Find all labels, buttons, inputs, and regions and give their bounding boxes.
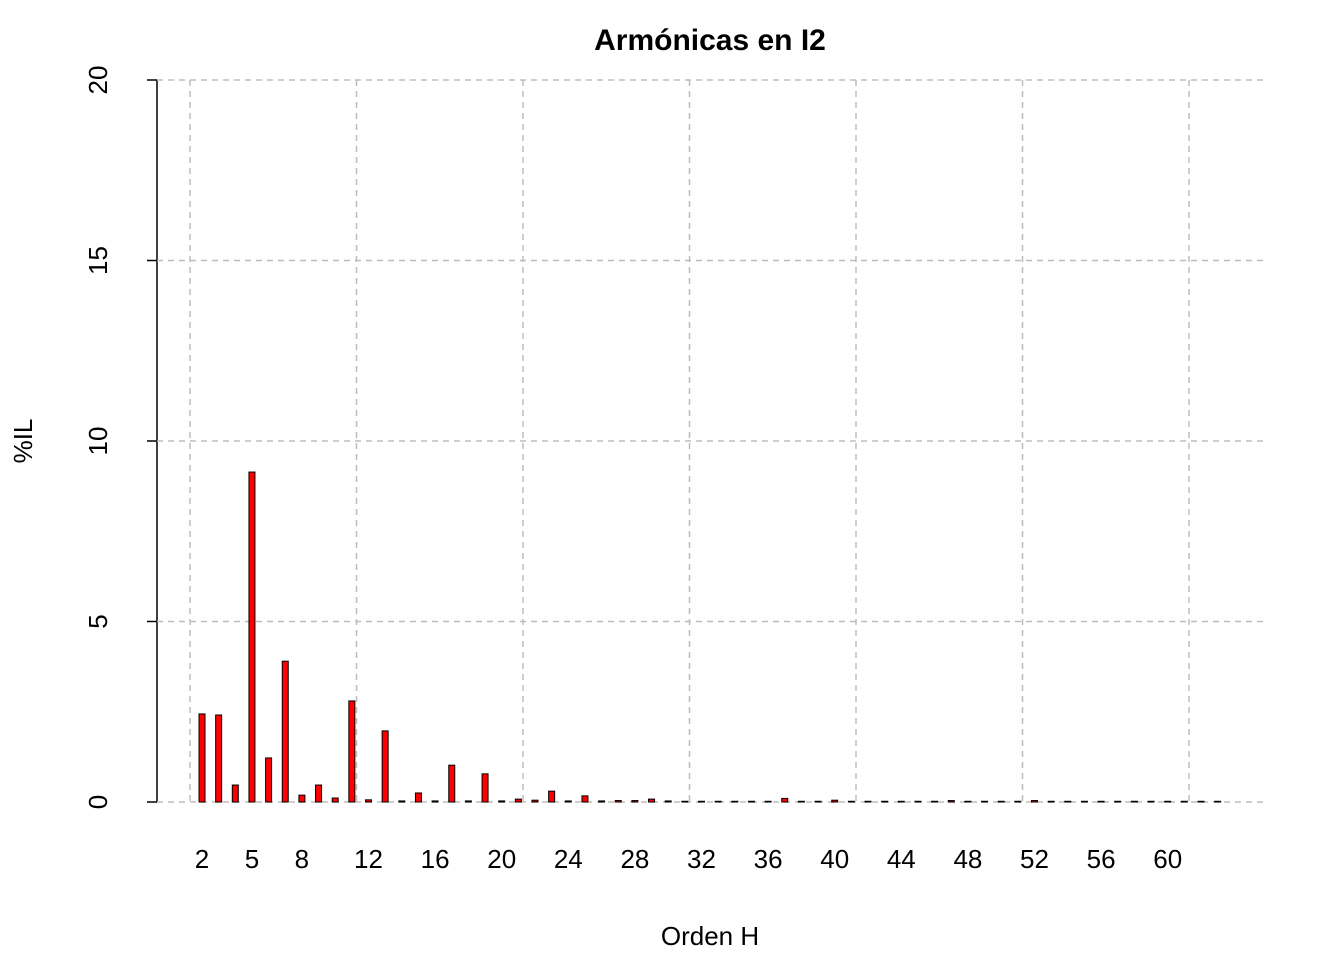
y-tick-label: 10 xyxy=(83,427,113,456)
bar xyxy=(964,800,972,803)
y-axis-label: %IL xyxy=(8,419,38,464)
bar xyxy=(1014,800,1022,803)
x-tick-label: 32 xyxy=(687,844,716,874)
y-tick-label: 15 xyxy=(83,246,113,275)
y-tick-label: 5 xyxy=(83,614,113,628)
bar xyxy=(381,730,389,803)
bar xyxy=(831,799,839,803)
bar xyxy=(1130,800,1138,803)
bar xyxy=(248,471,256,803)
bar xyxy=(398,800,406,803)
bar xyxy=(1064,800,1072,803)
x-tick-label: 56 xyxy=(1087,844,1116,874)
bar xyxy=(365,799,372,803)
bar xyxy=(648,798,656,803)
bar xyxy=(1097,800,1105,803)
x-tick-label: 52 xyxy=(1020,844,1049,874)
bar xyxy=(947,800,955,803)
bar xyxy=(1180,800,1188,803)
bar xyxy=(797,800,805,803)
bar xyxy=(997,800,1005,803)
bar xyxy=(215,714,223,803)
bar xyxy=(331,797,339,803)
bar xyxy=(914,800,922,803)
bar xyxy=(298,794,306,803)
bar xyxy=(714,800,722,803)
bar xyxy=(1080,800,1088,803)
bar xyxy=(348,700,356,803)
x-tick-label: 20 xyxy=(487,844,516,874)
bar xyxy=(1114,800,1122,803)
bar xyxy=(681,800,689,803)
bar xyxy=(781,797,789,803)
bar xyxy=(881,800,889,803)
bar xyxy=(764,800,772,803)
bar xyxy=(664,800,672,803)
bar xyxy=(731,800,739,803)
y-tick-label: 0 xyxy=(83,795,113,809)
bar xyxy=(531,799,539,803)
bar xyxy=(814,800,822,803)
bar xyxy=(598,800,606,803)
bar xyxy=(1147,800,1155,803)
bar xyxy=(414,792,422,803)
bar xyxy=(231,784,239,803)
bar xyxy=(315,784,323,803)
bar xyxy=(981,800,989,803)
x-tick-label: 12 xyxy=(354,844,383,874)
bar xyxy=(1214,800,1222,803)
x-tick-label: 28 xyxy=(620,844,649,874)
bar xyxy=(698,800,705,803)
bar xyxy=(581,795,589,803)
bar xyxy=(431,800,439,803)
x-axis-label: Orden H xyxy=(661,921,759,951)
bar xyxy=(1164,800,1172,803)
bar xyxy=(198,713,206,803)
chart-title: Armónicas en I2 xyxy=(594,24,826,57)
bar xyxy=(514,798,522,803)
x-tick-label: 44 xyxy=(887,844,916,874)
bar xyxy=(281,660,289,803)
bar xyxy=(897,800,905,803)
x-tick-label: 2 xyxy=(195,844,209,874)
x-tick-label: 16 xyxy=(421,844,450,874)
bar xyxy=(1047,800,1055,803)
y-tick-label: 20 xyxy=(83,66,113,95)
bar xyxy=(498,800,506,803)
x-tick-label: 60 xyxy=(1153,844,1182,874)
bar xyxy=(481,773,489,803)
bar xyxy=(847,800,855,803)
bar xyxy=(864,800,872,803)
bar xyxy=(631,800,639,803)
x-tick-label: 5 xyxy=(245,844,259,874)
bar xyxy=(931,800,939,803)
bar xyxy=(564,800,572,803)
x-tick-label: 24 xyxy=(554,844,583,874)
bar xyxy=(548,790,556,803)
bar xyxy=(448,764,456,803)
x-tick-label: 40 xyxy=(820,844,849,874)
bar xyxy=(464,800,472,803)
bar xyxy=(614,800,622,803)
x-tick-label: 8 xyxy=(295,844,309,874)
bar xyxy=(1031,800,1038,803)
bar xyxy=(747,800,755,803)
bar xyxy=(265,757,273,803)
bar xyxy=(1197,800,1205,803)
x-tick-label: 36 xyxy=(754,844,783,874)
x-tick-label: 48 xyxy=(953,844,982,874)
